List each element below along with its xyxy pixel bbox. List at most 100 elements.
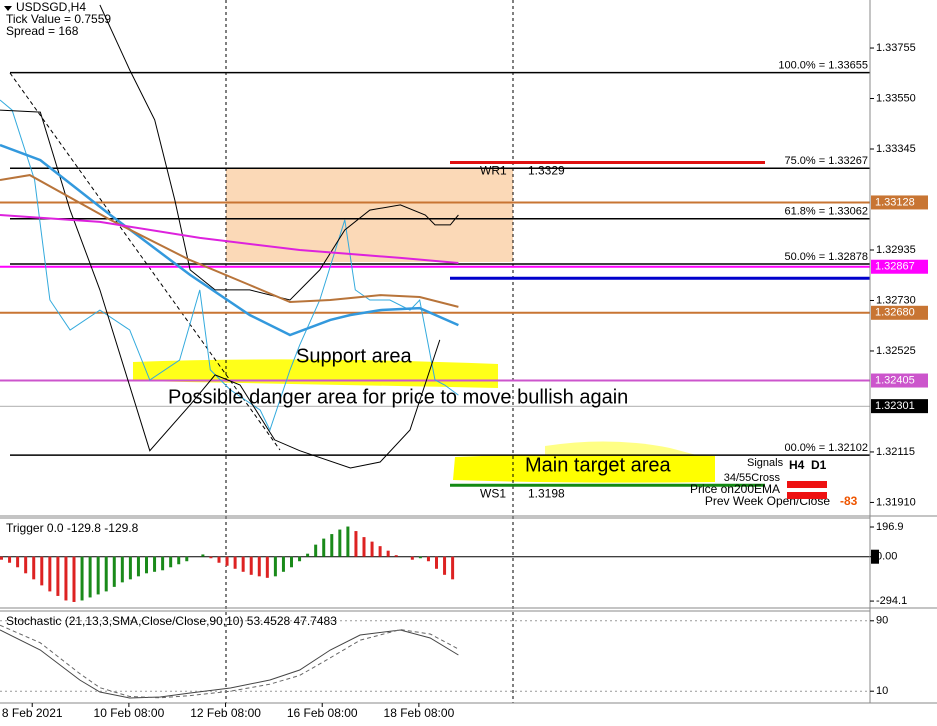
y-tick-label: 1.32115 (876, 446, 915, 458)
x-tick-label: 12 Feb 08:00 (190, 706, 261, 720)
bar (177, 556, 181, 565)
menu-icon[interactable] (4, 6, 12, 11)
signals-title: Signals (747, 457, 784, 469)
signals-value: -83 (840, 494, 858, 508)
price-tag-label: 1.32867 (875, 261, 915, 273)
fib-label: 75.0% = 1.33267 (785, 155, 869, 167)
info: Spread = 168 (6, 24, 79, 38)
signals-row: Price on200EMA (690, 482, 780, 496)
fib-label: 00.0% = 1.32102 (785, 442, 869, 454)
y-tick-label: 90 (876, 615, 888, 627)
y-tick-label: 1.31910 (876, 496, 916, 508)
bar (185, 556, 189, 562)
bar (338, 529, 342, 557)
bar (201, 554, 205, 557)
bar (426, 556, 430, 562)
price-tag-label: 1.32301 (875, 400, 915, 412)
bar (370, 541, 374, 557)
y-tick-label: 1.32730 (876, 294, 916, 306)
bar (306, 553, 310, 557)
price-tag-label: 1.32405 (875, 374, 915, 386)
bar (0, 556, 3, 560)
price-tag-label: 1.33128 (875, 196, 915, 208)
bar (322, 538, 326, 557)
series-line (0, 214, 459, 264)
bar (225, 556, 229, 566)
bar (24, 556, 28, 574)
price-tag (871, 259, 928, 274)
info: Tick Value = 0.7559 (6, 12, 111, 26)
y-tick-label: 1.32525 (876, 345, 916, 357)
y-tick-label: 196.9 (876, 521, 904, 533)
price-tag-label: 1.32680 (875, 307, 915, 319)
bar (112, 556, 116, 587)
bar (273, 556, 277, 577)
bar (241, 556, 245, 572)
bar (169, 556, 173, 568)
bar (48, 556, 52, 592)
signals-tf: H4 (789, 458, 805, 472)
annotation: Possible danger area for price to move b… (168, 386, 628, 408)
series-line (0, 174, 459, 308)
y-tick-label: 1.33345 (876, 143, 916, 155)
pivot-name: WS1 (480, 486, 506, 500)
bar (40, 556, 44, 586)
tag (871, 549, 879, 564)
price-tag (871, 373, 928, 388)
bar (362, 537, 366, 557)
bar (161, 556, 165, 571)
highlight (545, 441, 700, 456)
signals-row: 34/55Cross (724, 472, 781, 484)
y-tick-label: 1.32935 (876, 244, 916, 256)
pivot-value: 1.3329 (528, 164, 565, 178)
series-line (0, 629, 459, 699)
bar (378, 546, 382, 557)
fib-label: 50.0% = 1.32878 (785, 251, 869, 263)
bar (64, 556, 68, 601)
bar (145, 556, 148, 574)
bar (281, 556, 285, 572)
bar (314, 544, 318, 557)
highlight (453, 454, 715, 483)
signals-tf: D1 (811, 458, 827, 472)
pivot-name: WR1 (480, 164, 507, 178)
fib-label: 100.0% = 1.33655 (778, 60, 868, 72)
bar (249, 556, 253, 575)
bar (354, 531, 358, 557)
bar (394, 555, 398, 557)
price-tag (871, 305, 928, 320)
bar (128, 556, 132, 580)
signal-box (787, 492, 827, 499)
price-tag (871, 195, 928, 210)
zone (226, 168, 513, 262)
panel-title: Stochastic (21,13,3,SMA,Close/Close,90,1… (6, 614, 337, 628)
bar (233, 556, 237, 569)
y-tick-label: 1.33550 (876, 92, 916, 104)
y-tick-label: 10 (876, 685, 888, 697)
series-line (0, 109, 441, 469)
x-tick-label: 8 Feb 2021 (2, 706, 63, 720)
bar (443, 556, 447, 575)
bar (80, 556, 84, 601)
bar (209, 556, 213, 559)
bar (257, 556, 261, 577)
signal-box (787, 481, 827, 488)
bar (330, 534, 334, 557)
y-tick-label: 0.00 (876, 551, 897, 563)
bar (16, 556, 20, 568)
x-tick-label: 16 Feb 08:00 (287, 706, 358, 720)
y-tick-label: -294.1 (876, 595, 907, 607)
bar (153, 556, 157, 572)
bar (217, 556, 221, 563)
bar (346, 526, 350, 557)
symbol: USDSGD,H4 (16, 0, 86, 14)
bar (32, 556, 36, 580)
x-tick-label: 18 Feb 08:00 (384, 706, 455, 720)
bar (298, 556, 302, 562)
bar (265, 556, 269, 578)
annotation: Main target area (525, 454, 672, 476)
bar (72, 556, 76, 602)
price-tag (871, 399, 928, 414)
